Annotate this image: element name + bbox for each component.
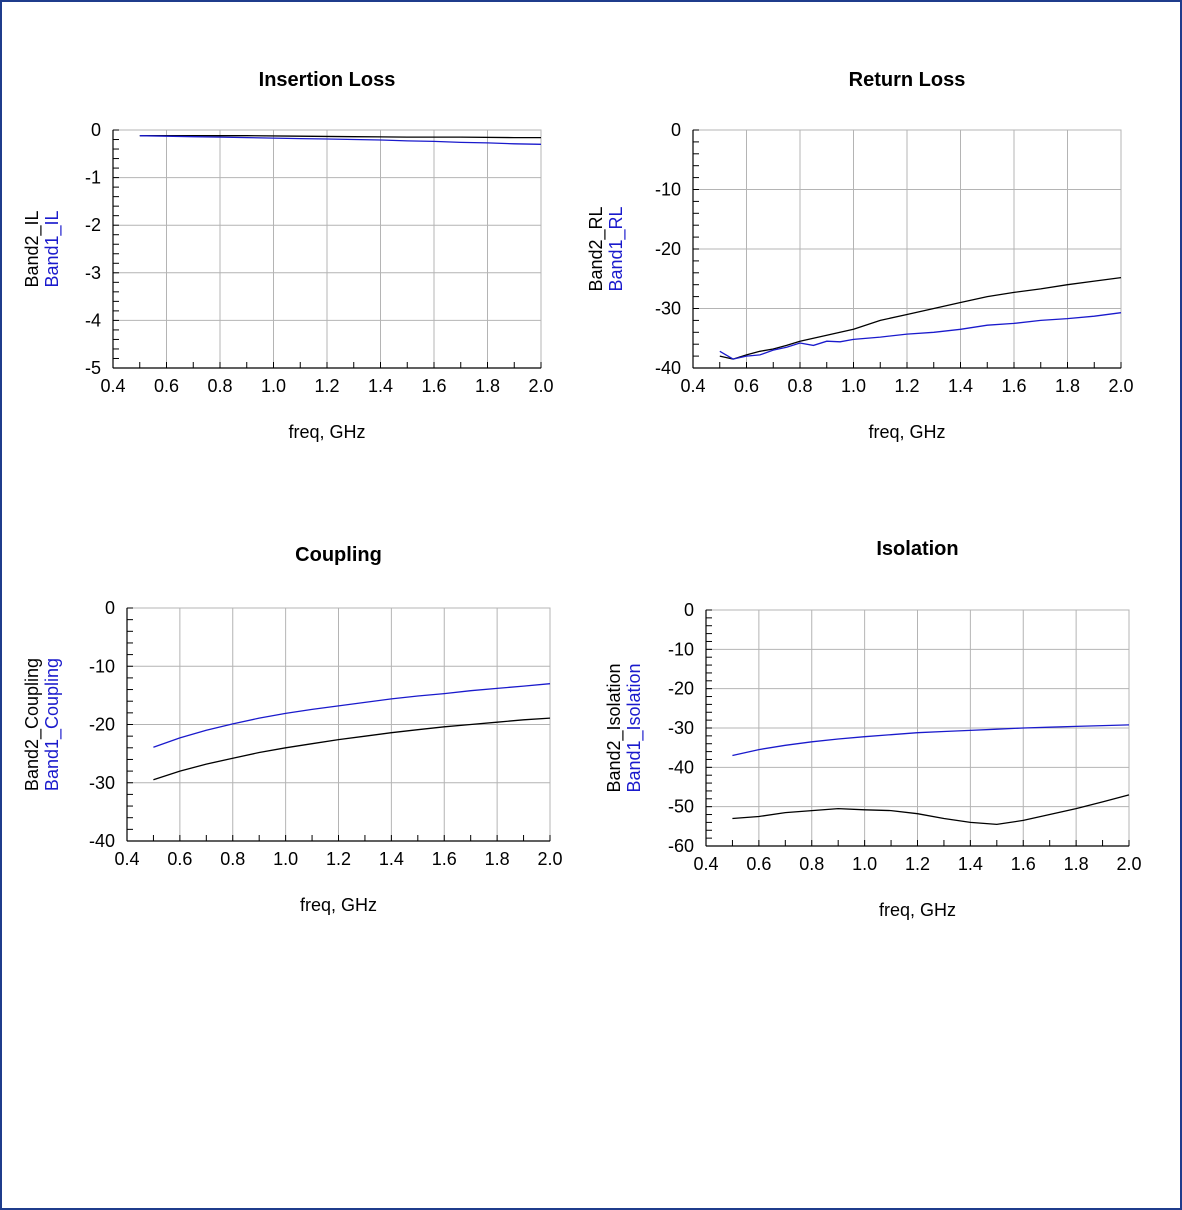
y-tick-label: -50 [668, 797, 694, 817]
y-tick-label: 0 [684, 600, 694, 620]
y-tick-label: -2 [85, 215, 101, 235]
x-tick-label: 0.4 [693, 854, 718, 874]
x-tick-label: 1.0 [261, 376, 286, 396]
band1-series-line [719, 312, 1122, 360]
y-tick-label: -20 [89, 715, 115, 735]
x-tick-label: 1.0 [852, 854, 877, 874]
x-tick-label: 1.6 [1011, 854, 1036, 874]
y-tick-label: -40 [89, 831, 115, 851]
x-tick-label: 1.2 [314, 376, 339, 396]
chart-title: Return Loss [849, 69, 966, 91]
chart-title: Coupling [295, 544, 382, 566]
y-tick-label: -40 [655, 358, 681, 378]
y-tick-label: -5 [85, 358, 101, 378]
y-axis-label: Band1_Isolation [624, 663, 645, 792]
x-tick-label: 2.0 [537, 849, 562, 869]
chart-title: Isolation [876, 538, 958, 560]
x-axis-label: freq, GHz [868, 422, 945, 442]
x-tick-label: 0.6 [734, 376, 759, 396]
y-axis-label: Band2_Coupling [22, 658, 43, 791]
y-tick-label: -20 [655, 239, 681, 259]
x-tick-label: 1.0 [273, 849, 298, 869]
x-tick-label: 1.2 [326, 849, 351, 869]
chart-title: Insertion Loss [259, 69, 396, 91]
y-axis-label: Band2_RL [586, 206, 607, 291]
x-tick-label: 1.4 [958, 854, 983, 874]
y-axis-label: Band2_Isolation [604, 663, 625, 792]
insertion-loss-chart: Insertion Loss 0.4 0.6 0.8 1.0 1.2 1.4 1.6 1.8 2.… [22, 69, 554, 442]
x-tick-label: 1.8 [475, 376, 500, 396]
band1-series-line [732, 724, 1130, 757]
x-tick-label: 1.0 [841, 376, 866, 396]
y-tick-label: 0 [105, 598, 115, 618]
x-axis-label: freq, GHz [288, 422, 365, 442]
band2-series-line [139, 135, 541, 139]
y-tick-label: -1 [85, 168, 101, 188]
x-tick-label: 1.2 [894, 376, 919, 396]
y-tick-label: -30 [89, 773, 115, 793]
band1-series-line [139, 135, 542, 145]
band2-series-line [719, 276, 1122, 360]
y-axis-label: Band1_Coupling [42, 658, 63, 791]
band2-series-line [732, 794, 1130, 826]
x-tick-label: 1.6 [421, 376, 446, 396]
x-tick-label: 0.8 [799, 854, 824, 874]
x-tick-label: 1.8 [1064, 854, 1089, 874]
x-tick-label: 0.8 [207, 376, 232, 396]
x-tick-label: 2.0 [528, 376, 553, 396]
x-tick-label: 1.8 [485, 849, 510, 869]
y-tick-label: -20 [668, 679, 694, 699]
x-axis-label: freq, GHz [879, 900, 956, 920]
x-axis-label: freq, GHz [300, 895, 377, 915]
y-tick-label: -10 [668, 639, 694, 659]
x-tick-label: 1.4 [368, 376, 393, 396]
x-tick-label: 1.4 [379, 849, 404, 869]
x-tick-label: 0.4 [680, 376, 705, 396]
x-tick-label: 0.6 [746, 854, 771, 874]
y-tick-label: -3 [85, 263, 101, 283]
y-tick-label: -60 [668, 836, 694, 856]
y-tick-label: -4 [85, 310, 101, 330]
y-axis-label: Band2_IL [22, 210, 43, 287]
x-tick-label: 0.8 [220, 849, 245, 869]
x-tick-label: 2.0 [1108, 376, 1133, 396]
x-tick-label: 2.0 [1116, 854, 1141, 874]
y-tick-label: -30 [655, 299, 681, 319]
coupling-chart: Coupling 0.4 0.6 0.8 1.0 1.2 1.4 1.6 1.8 2.0 0 -10 -… [22, 544, 563, 915]
x-tick-label: 0.4 [114, 849, 139, 869]
x-tick-label: 1.4 [948, 376, 973, 396]
x-tick-label: 0.4 [100, 376, 125, 396]
return-loss-chart: Return Loss 0.4 0.6 0.8 1.0 1.2 1.4 1.6 1.8 2.0 0 -… [586, 69, 1134, 442]
x-tick-label: 0.8 [787, 376, 812, 396]
y-tick-label: -30 [668, 718, 694, 738]
x-tick-label: 0.6 [154, 376, 179, 396]
y-tick-label: 0 [671, 120, 681, 140]
y-axis-label: Band1_IL [42, 210, 63, 287]
band2-series-line [153, 717, 551, 781]
x-tick-label: 1.2 [905, 854, 930, 874]
y-tick-label: -10 [89, 656, 115, 676]
y-tick-label: -40 [668, 757, 694, 777]
isolation-chart: Isolation 0.4 0.6 0.8 1.0 1.2 1.4 1.6 1.8 2.0 0 -10… [604, 538, 1142, 920]
x-tick-label: 1.6 [1001, 376, 1026, 396]
band1-series-line [153, 683, 551, 748]
x-tick-label: 1.6 [432, 849, 457, 869]
y-axis-label: Band1_RL [606, 206, 627, 291]
y-tick-label: -10 [655, 180, 681, 200]
x-tick-label: 1.8 [1055, 376, 1080, 396]
x-tick-label: 0.6 [167, 849, 192, 869]
y-tick-label: 0 [91, 120, 101, 140]
